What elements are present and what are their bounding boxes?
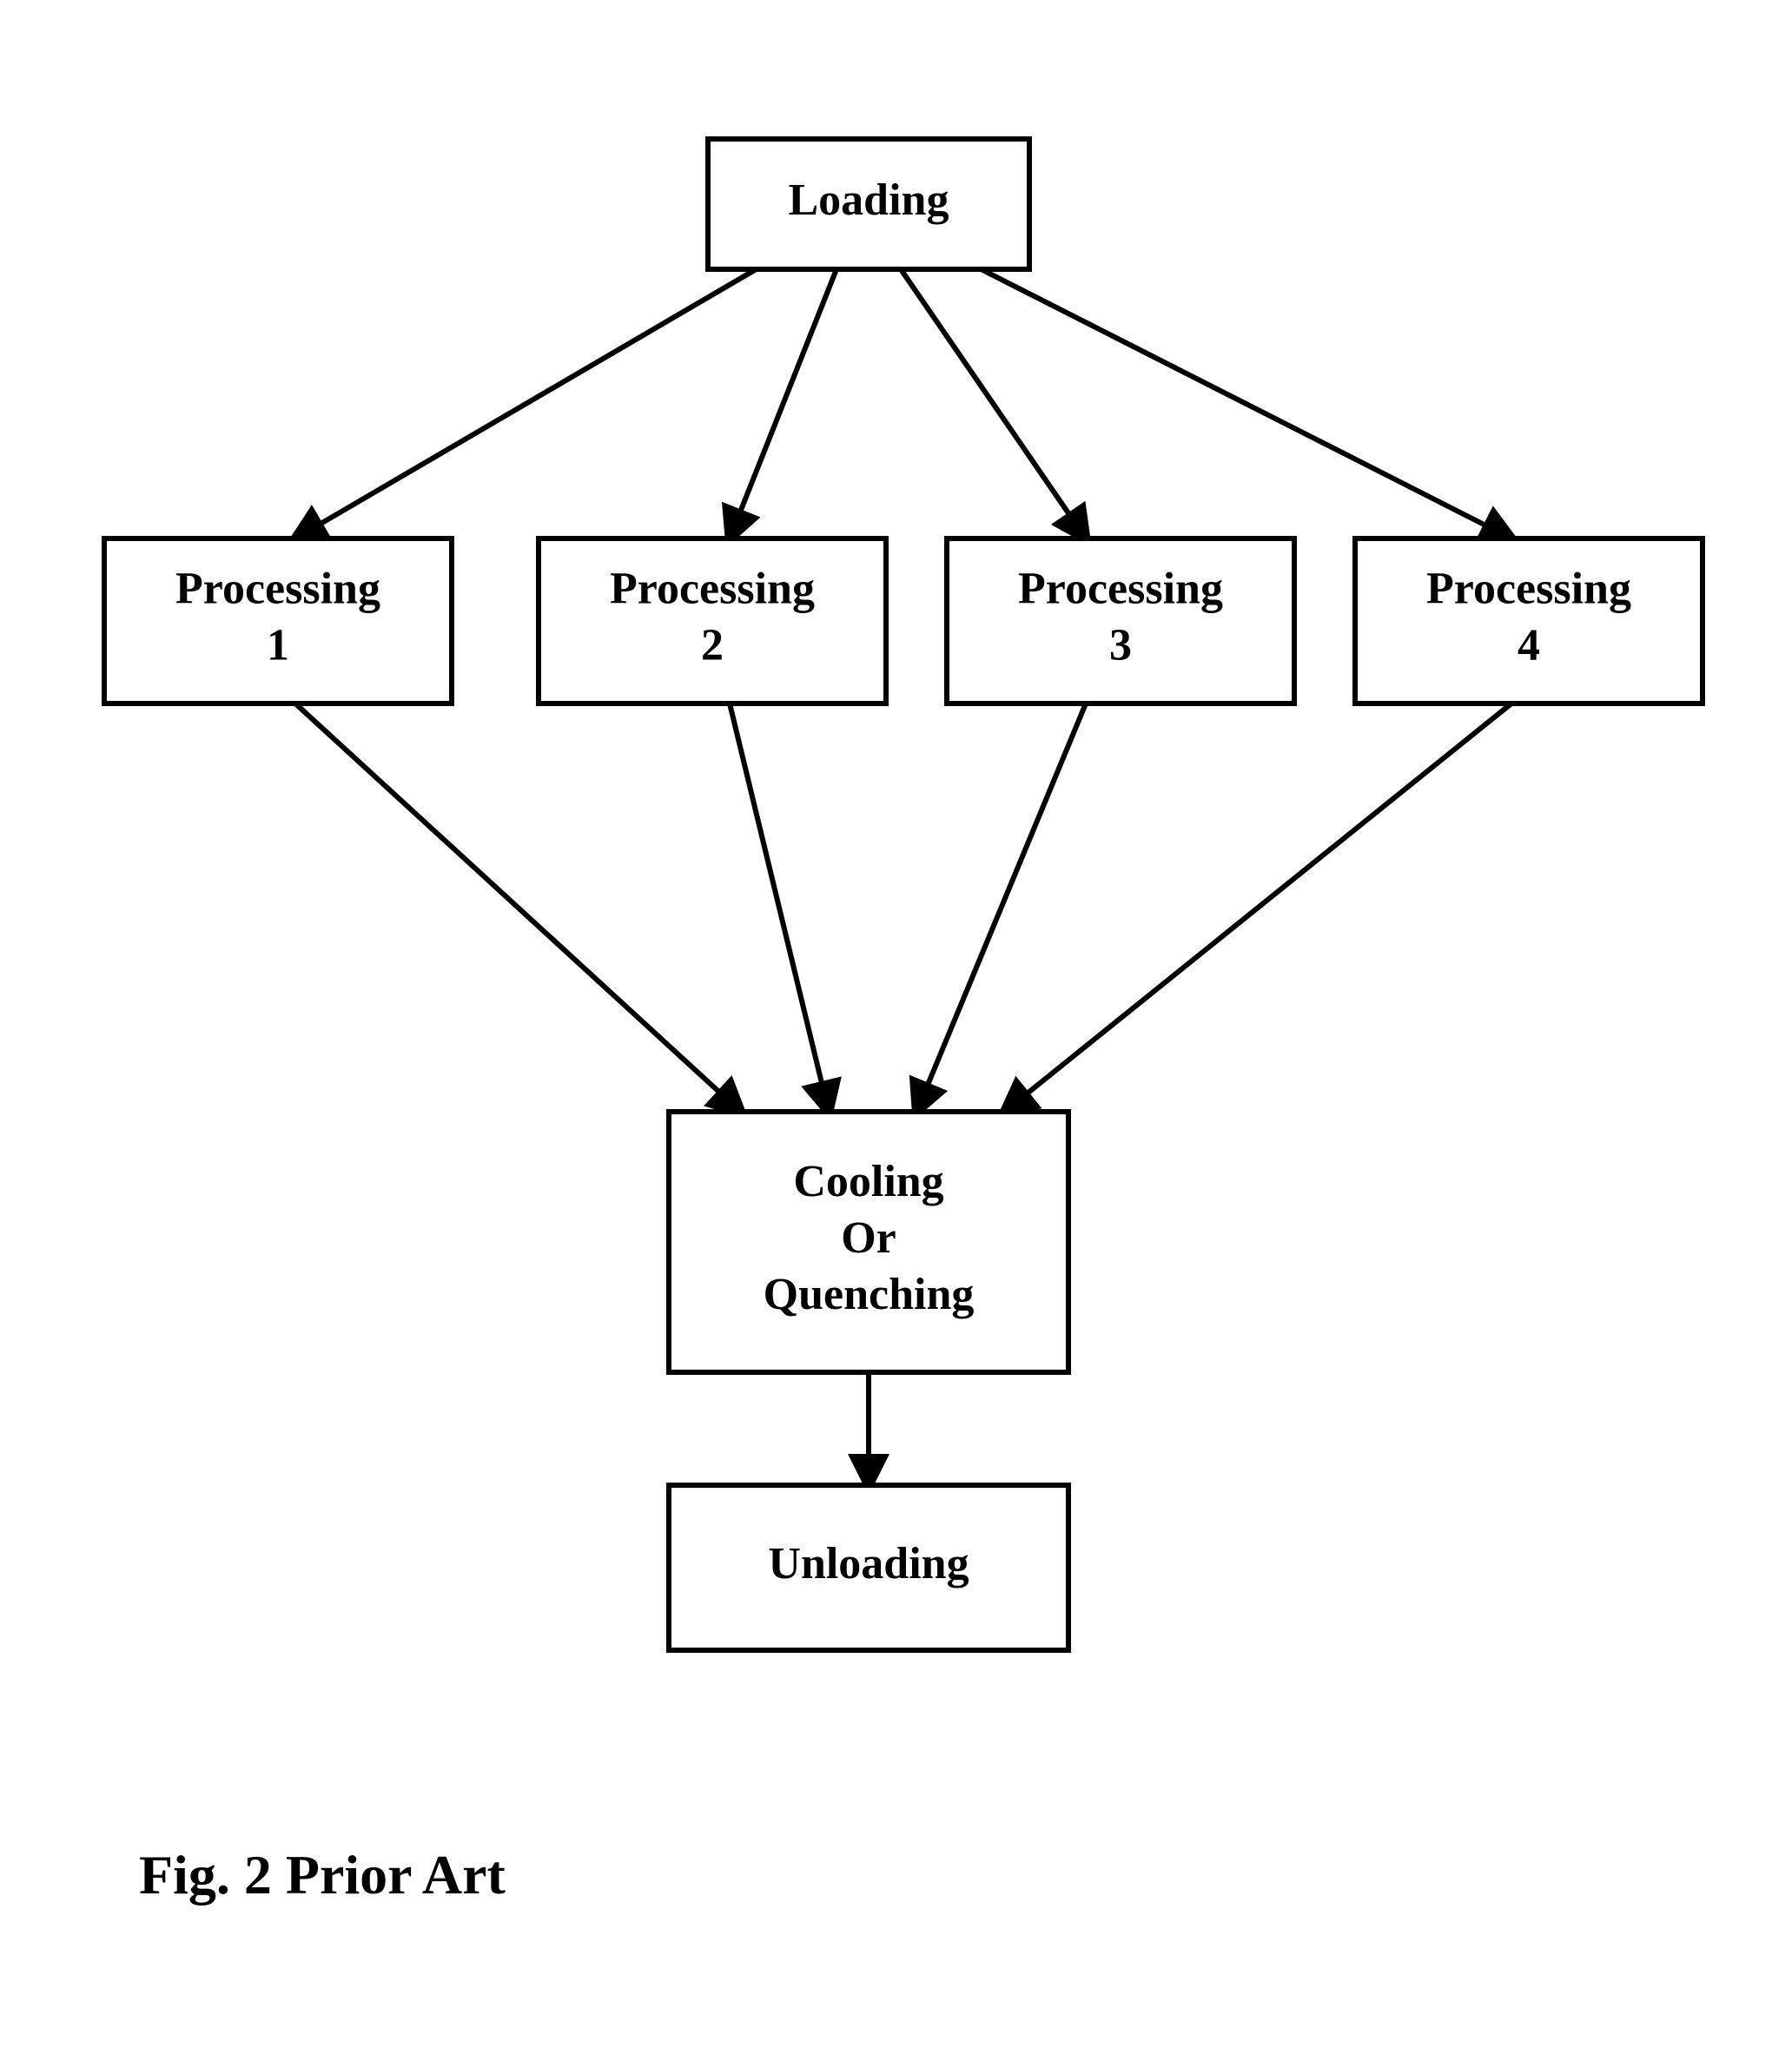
flow-node-loading: Loading: [708, 139, 1029, 269]
flow-node-label: 2: [701, 620, 724, 670]
flowchart-diagram: Loading Processing 1 Processing 2 Processing 3…: [0, 0, 1792, 2061]
flow-node-label: Or: [841, 1213, 896, 1263]
flow-node-proc4: Processing 4: [1355, 538, 1703, 704]
flow-node-label: Quenching: [764, 1270, 975, 1319]
flow-node-label: Unloading: [768, 1539, 969, 1589]
flow-node-label: Cooling: [793, 1157, 943, 1206]
flow-node-label: Processing: [1426, 564, 1631, 613]
flow-edge: [730, 704, 829, 1112]
flow-node-proc2: Processing 2: [539, 538, 886, 704]
flow-node-proc1: Processing 1: [104, 538, 452, 704]
nodes-layer: Loading Processing 1 Processing 2 Processing 3…: [104, 139, 1703, 1650]
flow-node-label: Processing: [1018, 564, 1223, 613]
flow-node-label: Processing: [610, 564, 815, 613]
flow-node-label: Processing: [175, 564, 380, 613]
flow-node-label: 4: [1518, 620, 1540, 670]
flow-edge: [295, 269, 757, 538]
figure-caption: Fig. 2 Prior Art: [139, 1844, 506, 1906]
flow-edge: [1004, 704, 1511, 1112]
flow-node-proc3: Processing 3: [947, 538, 1294, 704]
flow-node-cool: Cooling Or Quenching: [669, 1112, 1068, 1372]
flow-edge: [916, 704, 1086, 1112]
flow-edge: [295, 704, 741, 1112]
flow-node-label: Loading: [789, 175, 949, 225]
flow-node-unload: Unloading: [669, 1485, 1068, 1650]
flow-node-label: 1: [267, 620, 289, 670]
flow-edge: [730, 269, 836, 538]
flow-node-label: 3: [1109, 620, 1132, 670]
